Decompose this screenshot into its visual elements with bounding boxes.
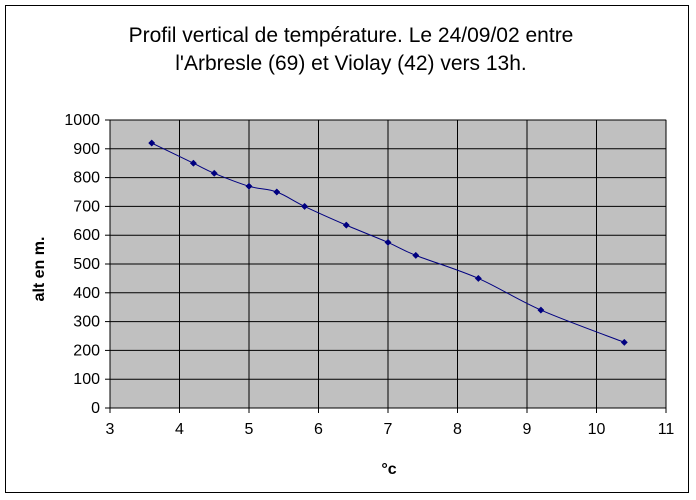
- chart-title: Profil vertical de température. Le 24/09…: [129, 24, 574, 75]
- y-tick-label: 600: [73, 227, 100, 244]
- x-tick-label: 4: [175, 421, 184, 438]
- axes: 0 100 200 300 400 500 600 700 800 900 1000 3 4 5 6 7 8 9 1…: [64, 112, 674, 438]
- x-axis-title: °c: [381, 461, 396, 478]
- y-tick-label: 300: [73, 314, 100, 331]
- y-tick-label: 0: [91, 400, 100, 417]
- x-tick-label: 3: [106, 421, 115, 438]
- y-tick-label: 800: [73, 170, 100, 187]
- x-tick-label: 6: [314, 421, 323, 438]
- x-tick-label: 10: [588, 421, 606, 438]
- data-point: [189, 159, 197, 167]
- series: [148, 139, 628, 346]
- y-tick-label: 500: [73, 256, 100, 273]
- data-point: [210, 169, 218, 177]
- data-point: [245, 182, 253, 190]
- data-point: [301, 202, 309, 210]
- y-tick-label: 400: [73, 285, 100, 302]
- data-point: [342, 221, 350, 229]
- data-point: [537, 306, 545, 314]
- grid-lines: [110, 119, 667, 408]
- data-point: [273, 188, 281, 196]
- data-point: [148, 139, 156, 147]
- data-point: [474, 274, 482, 282]
- x-tick-label: 9: [523, 421, 532, 438]
- x-tick-label: 8: [453, 421, 462, 438]
- chart-title-line-1: Profil vertical de température. Le 24/09…: [129, 24, 574, 47]
- data-point: [412, 251, 420, 259]
- y-tick-label: 900: [73, 141, 100, 158]
- x-tick-label: 7: [384, 421, 393, 438]
- y-tick-label: 700: [73, 198, 100, 215]
- y-tick-label: 1000: [64, 112, 100, 129]
- y-tick-label: 100: [73, 371, 100, 388]
- data-point: [620, 338, 628, 346]
- data-point: [384, 238, 392, 246]
- x-tick-label: 11: [658, 421, 675, 438]
- chart-title-line-2: l'Arbresle (69) et Violay (42) vers 13h.: [175, 52, 526, 75]
- chart: Profil vertical de température. Le 24/09…: [31, 24, 674, 478]
- chart-frame: Profil vertical de température. Le 24/09…: [5, 5, 689, 493]
- y-tick-label: 200: [73, 342, 100, 359]
- x-tick-label: 5: [245, 421, 254, 438]
- y-axis-title: alt en m.: [31, 237, 48, 302]
